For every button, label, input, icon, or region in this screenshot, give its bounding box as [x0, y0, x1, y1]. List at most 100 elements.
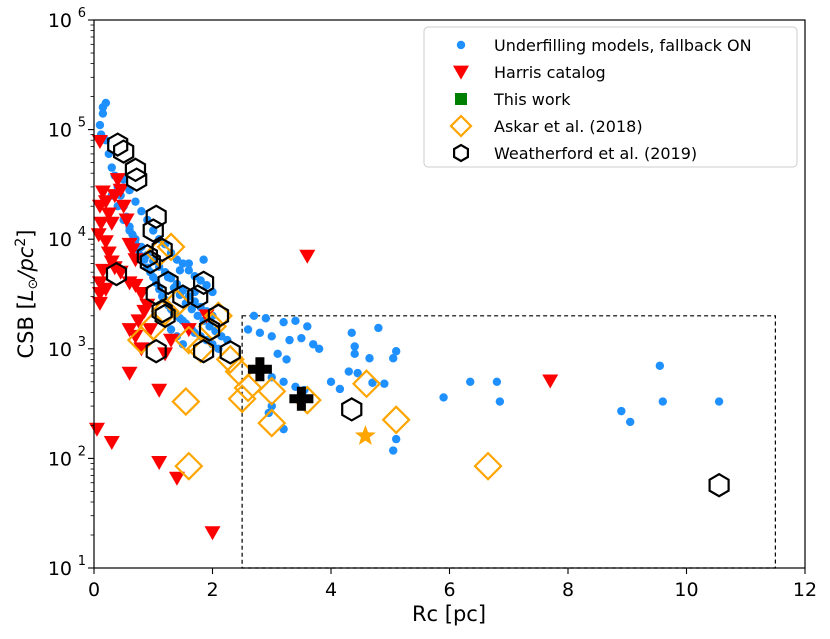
y-tick-label-0: 10: [48, 558, 72, 580]
point-circle-0-76: [175, 290, 185, 300]
point-circle-0-98: [255, 328, 265, 337]
point-triangle-down-1-9: [109, 173, 126, 188]
point-hexagon-open-4-4: [105, 261, 128, 287]
y-axis-label-l: L: [14, 290, 38, 302]
point-diamond-open-3-13: [233, 373, 263, 403]
point-triangle-down-1-45: [168, 471, 185, 486]
point-triangle-down-1-30: [136, 304, 153, 319]
point-circle-0-2: [98, 109, 108, 118]
x-tick-label-3: 6: [443, 579, 455, 601]
point-triangle-down-1-40: [121, 366, 138, 381]
point-circle-0-74: [163, 273, 173, 282]
point-circle-0-88: [175, 266, 185, 275]
point-circle-0-59: [125, 226, 134, 235]
point-triangle-down-1-11: [115, 199, 132, 214]
point-triangle-down-1-27: [127, 278, 144, 293]
point-triangle-down-1-12: [118, 213, 135, 228]
point-triangle-down-1-34: [127, 329, 144, 344]
point-circle-0-105: [374, 323, 383, 333]
legend-entry-2: This work: [455, 90, 571, 109]
point-triangle-down-1-14: [124, 243, 141, 258]
x-tick-label-5: 10: [674, 579, 698, 601]
point-circle-0-115: [279, 377, 288, 386]
point-circle-0-132: [495, 397, 505, 406]
y-tick-label-base-1: 10: [48, 448, 72, 470]
point-triangle-down-1-16: [97, 235, 114, 250]
y-axis-label-sup: 2: [13, 238, 29, 247]
legend-label-2: This work: [493, 90, 571, 109]
point-circle-0-107: [273, 349, 282, 359]
point-circle-0-125: [353, 368, 362, 378]
point-diamond-open-3-5: [162, 288, 192, 318]
point-diamond-open-3-17: [351, 369, 382, 399]
y-tick-label-exp-4: 5: [78, 116, 86, 131]
y-tick-label-2: 10: [48, 339, 72, 361]
point-triangle-down-1-2: [94, 185, 111, 200]
point-triangle-down-1-15: [127, 253, 144, 268]
point-triangle-down-1-46: [204, 526, 221, 541]
point-diamond-open-3-19: [171, 387, 201, 417]
point-hexagon-open-4-7: [151, 237, 173, 263]
y-tick-label-exp-1: 2: [78, 444, 86, 459]
point-circle-0-109: [350, 349, 359, 359]
point-circle-0-7: [107, 163, 116, 172]
legend-entry-3: Askar et al. (2018): [449, 114, 643, 138]
x-tick-label-0: 0: [88, 579, 100, 601]
x-tick-label-6: 12: [793, 579, 817, 601]
point-hexagon-open-4-14: [193, 270, 215, 296]
point-circle-0-136: [658, 397, 667, 406]
point-hexagon-open-4-5: [145, 204, 167, 230]
point-hexagon-open-4-8: [136, 243, 158, 269]
legend-entry-1: Harris catalog: [453, 63, 606, 82]
point-circle-0-89: [184, 259, 193, 268]
point-circle-0-102: [309, 340, 318, 349]
point-diamond-open-3-12: [227, 384, 257, 414]
point-circle-0-51: [184, 266, 193, 275]
point-circle-0-124: [344, 367, 353, 376]
legend-marker-1: [453, 65, 469, 80]
y-tick-label-base-0: 10: [48, 558, 72, 580]
point-circle-0-108: [282, 355, 291, 364]
y-tick-label-exp-3: 4: [78, 225, 86, 240]
y-tick-label-5: 10: [48, 10, 72, 32]
point-triangle-down-1-47: [299, 249, 316, 264]
point-triangle-down-1-5: [97, 195, 114, 210]
point-circle-0-53: [196, 276, 205, 285]
legend-marker-3: [449, 114, 473, 138]
point-circle-0-90: [199, 255, 208, 264]
y-tick-label-4: 10: [48, 120, 72, 142]
point-hexagon-open-4-6: [142, 218, 164, 243]
point-triangle-down-1-17: [100, 246, 117, 261]
point-circle-0-97: [243, 325, 253, 334]
point-triangle-down-1-42: [88, 422, 105, 437]
point-circle-0-133: [617, 406, 626, 416]
x-tick-label-1: 2: [206, 579, 218, 601]
point-triangle-down-1-32: [130, 314, 147, 329]
point-circle-0-135: [655, 361, 665, 370]
y-tick-label-1: 10: [48, 448, 72, 470]
y-axis-label-prefix: CSB [: [14, 301, 38, 358]
point-triangle-down-1-43: [103, 435, 120, 450]
y-tick-label-exp-0: 1: [78, 554, 86, 569]
point-circle-0-130: [466, 377, 475, 386]
point-diamond-open-3-21: [473, 451, 503, 481]
legend-label-3: Askar et al. (2018): [494, 117, 643, 136]
point-circle-0-131: [492, 377, 502, 386]
point-circle-0-43: [137, 207, 146, 216]
point-plus-bold-5-1: [289, 386, 314, 411]
legend-label-1: Harris catalog: [494, 63, 606, 82]
point-triangle-down-1-38: [180, 323, 197, 338]
point-triangle-down-1-10: [112, 183, 129, 198]
point-hexagon-open-4-18: [198, 317, 221, 342]
point-circle-0-127: [391, 434, 401, 444]
point-diamond-open-3-6: [174, 325, 204, 355]
point-circle-0-85: [166, 325, 176, 334]
point-circle-0-96: [303, 322, 312, 331]
legend-entry-4: Weatherford et al. (2019): [453, 143, 697, 163]
point-circle-0-94: [279, 317, 288, 327]
point-hexagon-open-4-2: [124, 157, 147, 183]
point-circle-0-101: [297, 333, 306, 343]
point-diamond-open-3-20: [174, 451, 204, 481]
y-tick-label-base-5: 10: [48, 10, 72, 32]
